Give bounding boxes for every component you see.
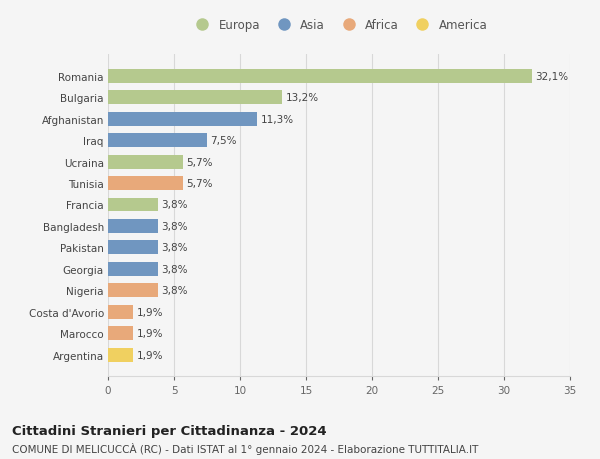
Bar	[108, 219, 158, 233]
Bar	[108, 305, 133, 319]
Text: 1,9%: 1,9%	[136, 307, 163, 317]
Text: 1,9%: 1,9%	[136, 350, 163, 360]
Text: 1,9%: 1,9%	[136, 329, 163, 338]
Text: COMUNE DI MELICUCCÀ (RC) - Dati ISTAT al 1° gennaio 2024 - Elaborazione TUTTITAL: COMUNE DI MELICUCCÀ (RC) - Dati ISTAT al…	[12, 442, 478, 453]
Text: 11,3%: 11,3%	[260, 114, 293, 124]
Bar	[108, 284, 158, 297]
Text: Cittadini Stranieri per Cittadinanza - 2024: Cittadini Stranieri per Cittadinanza - 2…	[12, 425, 326, 437]
Text: 5,7%: 5,7%	[187, 157, 213, 167]
Bar	[108, 112, 257, 126]
Text: 13,2%: 13,2%	[286, 93, 319, 103]
Bar	[108, 262, 158, 276]
Bar	[108, 155, 183, 169]
Bar	[108, 348, 133, 362]
Text: 3,8%: 3,8%	[161, 243, 188, 253]
Text: 3,8%: 3,8%	[161, 264, 188, 274]
Bar	[108, 326, 133, 341]
Text: 7,5%: 7,5%	[211, 136, 237, 146]
Legend: Europa, Asia, Africa, America: Europa, Asia, Africa, America	[190, 19, 488, 32]
Bar	[108, 177, 183, 190]
Bar	[108, 134, 207, 148]
Text: 32,1%: 32,1%	[535, 72, 568, 82]
Text: 3,8%: 3,8%	[161, 221, 188, 231]
Text: 3,8%: 3,8%	[161, 200, 188, 210]
Bar	[108, 91, 282, 105]
Bar	[108, 70, 532, 84]
Text: 3,8%: 3,8%	[161, 285, 188, 296]
Bar	[108, 198, 158, 212]
Text: 5,7%: 5,7%	[187, 179, 213, 189]
Bar	[108, 241, 158, 255]
